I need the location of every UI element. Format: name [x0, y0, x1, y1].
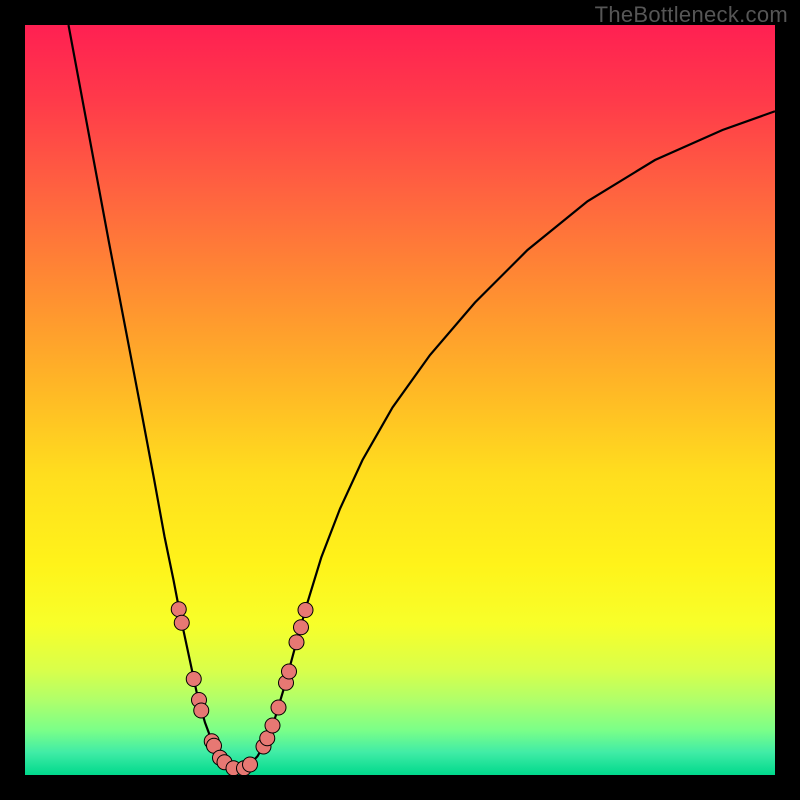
marker-dot — [174, 615, 189, 630]
marker-dot — [243, 757, 258, 772]
marker-dot — [171, 602, 186, 617]
marker-dot — [194, 703, 209, 718]
plot-area — [25, 25, 775, 775]
curve-markers — [171, 602, 313, 775]
marker-dot — [271, 700, 286, 715]
watermark-text: TheBottleneck.com — [595, 2, 788, 28]
marker-dot — [298, 603, 313, 618]
curve-layer — [25, 25, 775, 775]
marker-dot — [289, 635, 304, 650]
marker-dot — [294, 620, 309, 635]
marker-dot — [282, 664, 297, 679]
bottleneck-curve — [69, 25, 776, 769]
marker-dot — [186, 672, 201, 687]
chart-frame: TheBottleneck.com — [0, 0, 800, 800]
marker-dot — [265, 718, 280, 733]
